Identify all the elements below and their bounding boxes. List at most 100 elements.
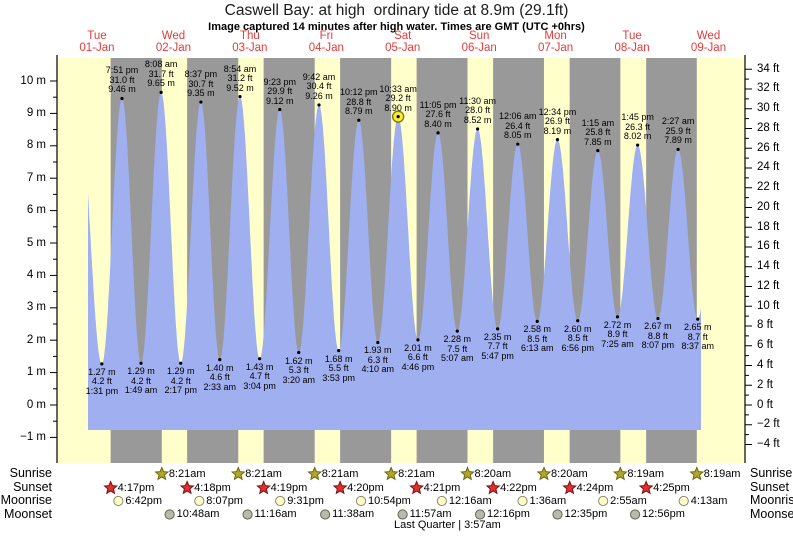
- day-date: 01-Jan: [79, 41, 115, 54]
- day-date: 05-Jan: [385, 41, 421, 54]
- tide-annotation-line: 1.62 m: [284, 355, 313, 366]
- low-tide-annotation: 2.67 m 8.8 ft 8:07 pm: [642, 322, 675, 351]
- tide-annotation-line: 28.8 ft: [346, 96, 372, 107]
- tide-annotation-line: 8:07 pm: [641, 340, 675, 351]
- tide-annotation-line: 12:34 pm: [538, 106, 577, 117]
- tide-annotation-line: 8.05 m: [503, 130, 532, 141]
- low-tide-annotation: 1.40 m 4.6 ft 2:33 am: [204, 363, 237, 393]
- low-tide-annotation: 2.60 m 8.5 ft 6:56 pm: [561, 323, 594, 354]
- tide-annotation-line: 28.0 ft: [465, 105, 491, 116]
- day-name: Tue: [87, 30, 107, 42]
- tide-annotation-line: 1.27 m: [88, 366, 116, 377]
- high-tide-dot: [199, 100, 203, 104]
- tide-annotation-line: 5.5 ft: [328, 363, 349, 374]
- tide-annotation-line: 8.7 ft: [687, 331, 708, 342]
- tide-annotation-line: 2.60 m: [563, 323, 592, 334]
- tide-annotation-line: 4.6 ft: [209, 372, 230, 383]
- high-tide-dot: [159, 90, 163, 94]
- y-axis-right-label: 8 ft: [757, 319, 773, 332]
- sunrise-time: 8:19am: [627, 467, 665, 480]
- sunset-star-icon: [638, 480, 654, 495]
- high-tide-dot: [436, 131, 440, 135]
- day-name: Sun: [468, 30, 490, 42]
- moonrise-time: 8:07pm: [206, 494, 243, 507]
- y-axis-left-label: 0 m: [26, 398, 46, 411]
- sunset-star-icon: [256, 480, 272, 495]
- low-tide-dot: [297, 350, 301, 355]
- y-axis-left-label: 6 m: [26, 204, 46, 217]
- low-tide-annotation: 2.01 m 6.6 ft 4:46 pm: [401, 342, 435, 373]
- y-axis-left-label: 5 m: [26, 236, 46, 249]
- low-tide-annotation: 1.43 m 4.7 ft 3:04 pm: [243, 362, 276, 392]
- tide-annotation-line: 8.02 m: [623, 131, 652, 142]
- tide-annotation-line: 9:42 am: [302, 71, 336, 82]
- moonset-time: 12:16pm: [487, 508, 530, 520]
- tide-annotation-line: 7.85 m: [584, 136, 612, 147]
- sunset-star-icon: [332, 480, 348, 495]
- low-tide-annotation: 1.29 m 4.2 ft 2:17 pm: [164, 367, 197, 396]
- sunrise-time: 8:21am: [168, 467, 206, 480]
- day-date: 04-Jan: [308, 41, 344, 54]
- y-axis-right-label: 14 ft: [757, 260, 780, 273]
- moonset-circle-icon: [164, 509, 175, 520]
- high-tide-dot: [636, 143, 640, 147]
- moonset-circle-icon: [242, 509, 253, 520]
- high-tide-dot: [238, 94, 242, 99]
- low-tide-dot: [337, 348, 341, 353]
- high-tide-dot: [278, 107, 282, 112]
- tide-annotation-line: 1.29 m: [166, 366, 195, 377]
- tide-annotation-line: 6:56 pm: [561, 342, 594, 353]
- low-tide-dot: [416, 338, 420, 342]
- low-tide-dot: [258, 357, 262, 361]
- tide-annotation-line: 25.9 ft: [665, 125, 691, 136]
- tide-annotation-line: 4:46 pm: [401, 361, 435, 372]
- day-name: Wed: [696, 30, 721, 42]
- sunrise-star-icon: [383, 466, 399, 481]
- tide-annotation-line: 9.12 m: [266, 95, 294, 106]
- tide-annotation-line: 8.52 m: [463, 114, 492, 125]
- tide-annotation-line: 10:12 pm: [340, 87, 378, 98]
- moonset-time: 12:56pm: [642, 508, 685, 520]
- sunset-time: 4:22pm: [500, 481, 537, 494]
- day-name: Sat: [394, 30, 412, 42]
- tide-annotation-line: 7:25 am: [601, 338, 634, 349]
- y-axis-right-label: 20 ft: [757, 200, 780, 213]
- sunrise-time: 8:20am: [550, 467, 588, 480]
- low-tide-dot: [455, 329, 459, 333]
- y-axis-right-label: 2 ft: [757, 378, 773, 391]
- high-tide-annotation: 1:45 pm 26.3 ft 8.02 m: [621, 113, 654, 142]
- row-label-moonset-left: Moonset: [4, 506, 52, 521]
- high-tide-annotation: 9:23 pm 29.9 ft 9.12 m: [264, 77, 297, 107]
- low-tide-dot: [696, 317, 700, 321]
- day-date: 07-Jan: [538, 41, 574, 54]
- tide-annotation-line: 8.5 ft: [527, 333, 548, 344]
- tide-annotation-line: 26.4 ft: [505, 120, 531, 131]
- tide-annotation-line: 26.9 ft: [544, 116, 570, 127]
- tide-annotation-line: 2.01 m: [404, 342, 432, 353]
- sunrise-star-icon: [689, 466, 705, 481]
- high-tide-annotation: 12:34 pm 26.9 ft 8.19 m: [538, 106, 577, 137]
- moonrise-time: 2:55am: [610, 494, 647, 507]
- sunset-time: 4:20pm: [347, 481, 384, 494]
- row-label-moonrise-right: Moonrise: [750, 493, 793, 507]
- sunset-time: 4:25pm: [653, 481, 690, 494]
- day-label: Sat 05-Jan: [385, 30, 421, 54]
- day-name: Mon: [544, 30, 567, 42]
- low-tide-dot: [179, 361, 183, 365]
- row-label-moonset-right: Moonset: [750, 506, 793, 521]
- tide-annotation-line: 2:27 am: [661, 116, 695, 127]
- sunset-time: 4:19pm: [270, 481, 308, 494]
- y-axis-left-label: 3 m: [26, 301, 46, 314]
- low-tide-dot: [139, 361, 143, 365]
- low-tide-dot: [496, 327, 500, 331]
- tide-annotation-line: 3:53 pm: [322, 372, 355, 383]
- low-tide-annotation: 2.35 m 7.7 ft 5:47 pm: [481, 332, 514, 362]
- tide-annotation-line: 2:17 pm: [164, 385, 197, 396]
- row-label-sunset-right: Sunset: [750, 480, 789, 494]
- chart-title: Caswell Bay: at high ordinary tide at 8.…: [224, 2, 569, 19]
- tide-curve: [88, 92, 701, 431]
- tide-annotation-line: 2.65 m: [683, 322, 712, 333]
- moonrise-time: 10:54pm: [368, 494, 411, 507]
- tide-annotation-line: 31.0 ft: [109, 74, 135, 85]
- tide-annotation-line: 4.7 ft: [249, 371, 270, 382]
